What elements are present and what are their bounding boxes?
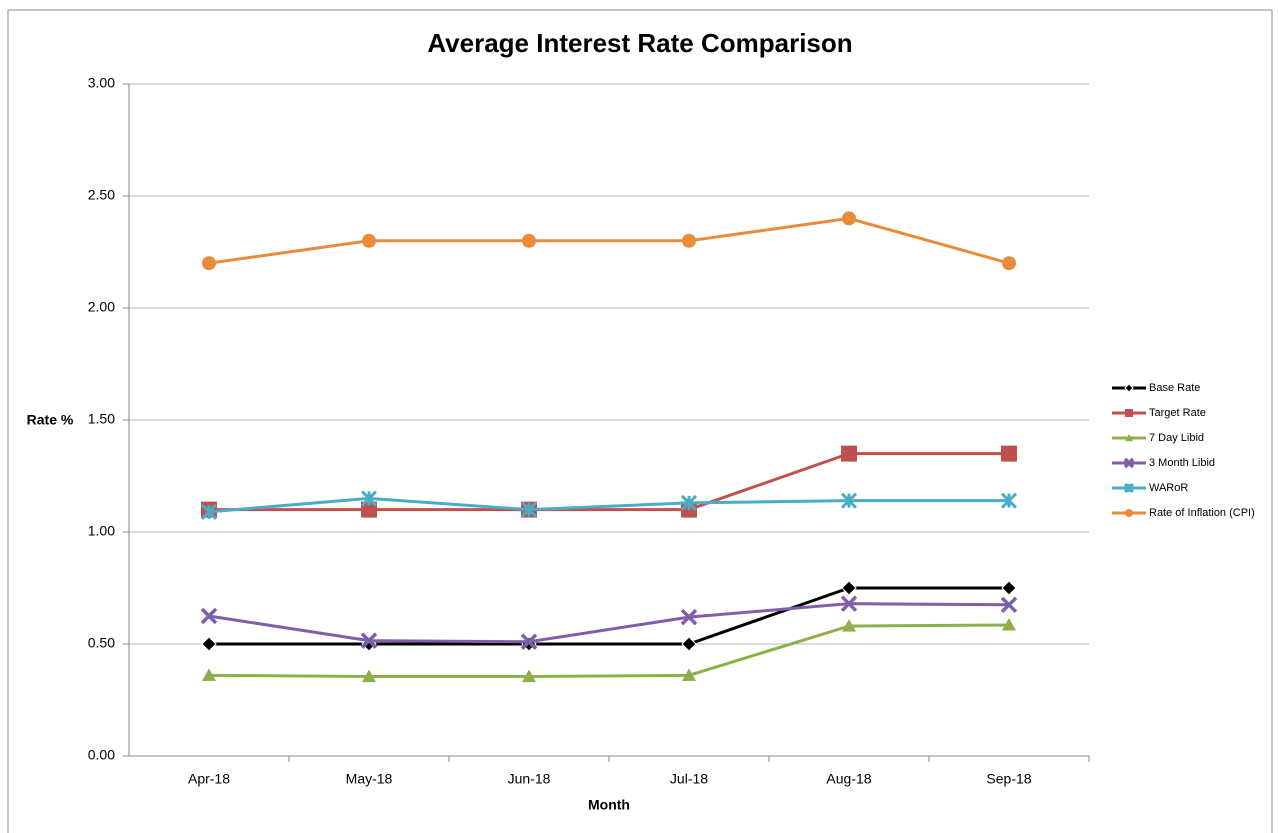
- x-tick-label: May-18: [346, 771, 393, 787]
- marker: [1000, 492, 1018, 509]
- marker: [520, 501, 538, 518]
- series-line: [208, 623, 1010, 678]
- series-line: [209, 452, 1009, 512]
- y-tick-label: 0.00: [88, 747, 115, 763]
- y-tick-label: 2.00: [88, 299, 115, 315]
- marker: [362, 233, 376, 248]
- marker: [360, 490, 378, 507]
- y-tick-label: 1.00: [88, 523, 115, 539]
- y-tick-label: 2.50: [88, 187, 115, 203]
- marker: [840, 595, 858, 612]
- marker: [1123, 482, 1135, 494]
- marker: [200, 607, 218, 625]
- marker: [680, 608, 698, 626]
- marker: [841, 580, 857, 596]
- marker: [361, 501, 377, 518]
- legend-label: 3 Month Libid: [1149, 457, 1215, 469]
- series-line: [209, 586, 1009, 646]
- legend-label: Target Rate: [1149, 407, 1206, 419]
- marker: [682, 668, 696, 681]
- x-axis-label: Month: [588, 797, 630, 813]
- x-tick-label: Aug-18: [826, 771, 871, 787]
- series-line: [208, 602, 1010, 644]
- marker: [1001, 445, 1017, 462]
- legend-label: Base Rate: [1149, 382, 1200, 394]
- y-tick-label: 3.00: [88, 75, 115, 91]
- y-tick-label: 0.50: [88, 635, 115, 651]
- marker: [1002, 256, 1016, 271]
- series-line: [208, 496, 1009, 514]
- marker: [1000, 596, 1018, 614]
- marker: [1001, 580, 1017, 596]
- marker: [1124, 383, 1134, 393]
- x-tick-label: Sep-18: [986, 771, 1031, 787]
- marker: [840, 492, 858, 509]
- marker: [362, 669, 376, 683]
- series-line: [208, 216, 1010, 265]
- marker: [842, 211, 856, 226]
- marker: [520, 633, 538, 650]
- chart-title: Average Interest Rate Comparison: [427, 28, 852, 58]
- marker: [522, 669, 536, 683]
- marker: [200, 503, 218, 520]
- marker: [1002, 617, 1016, 631]
- marker: [1125, 509, 1133, 517]
- x-tick-label: Jun-18: [508, 771, 551, 787]
- marker: [842, 619, 856, 632]
- marker: [680, 494, 698, 511]
- legend-label: Rate of Inflation (CPI): [1149, 507, 1255, 519]
- marker: [1123, 457, 1135, 469]
- marker: [681, 636, 697, 652]
- chart-frame: [7, 9, 1273, 833]
- marker: [202, 668, 216, 681]
- marker: [841, 445, 857, 462]
- legend-label: WARoR: [1149, 482, 1188, 494]
- marker: [1125, 434, 1133, 442]
- marker: [1125, 409, 1133, 417]
- x-tick-label: Jul-18: [670, 771, 708, 787]
- legend-label: 7 Day Libid: [1149, 432, 1204, 444]
- marker: [202, 256, 216, 271]
- marker: [682, 233, 696, 248]
- marker: [360, 632, 378, 649]
- marker: [522, 233, 536, 248]
- x-tick-label: Apr-18: [188, 771, 230, 787]
- y-axis-label: Rate %: [27, 412, 74, 428]
- marker: [201, 636, 217, 652]
- y-tick-label: 1.50: [88, 411, 115, 427]
